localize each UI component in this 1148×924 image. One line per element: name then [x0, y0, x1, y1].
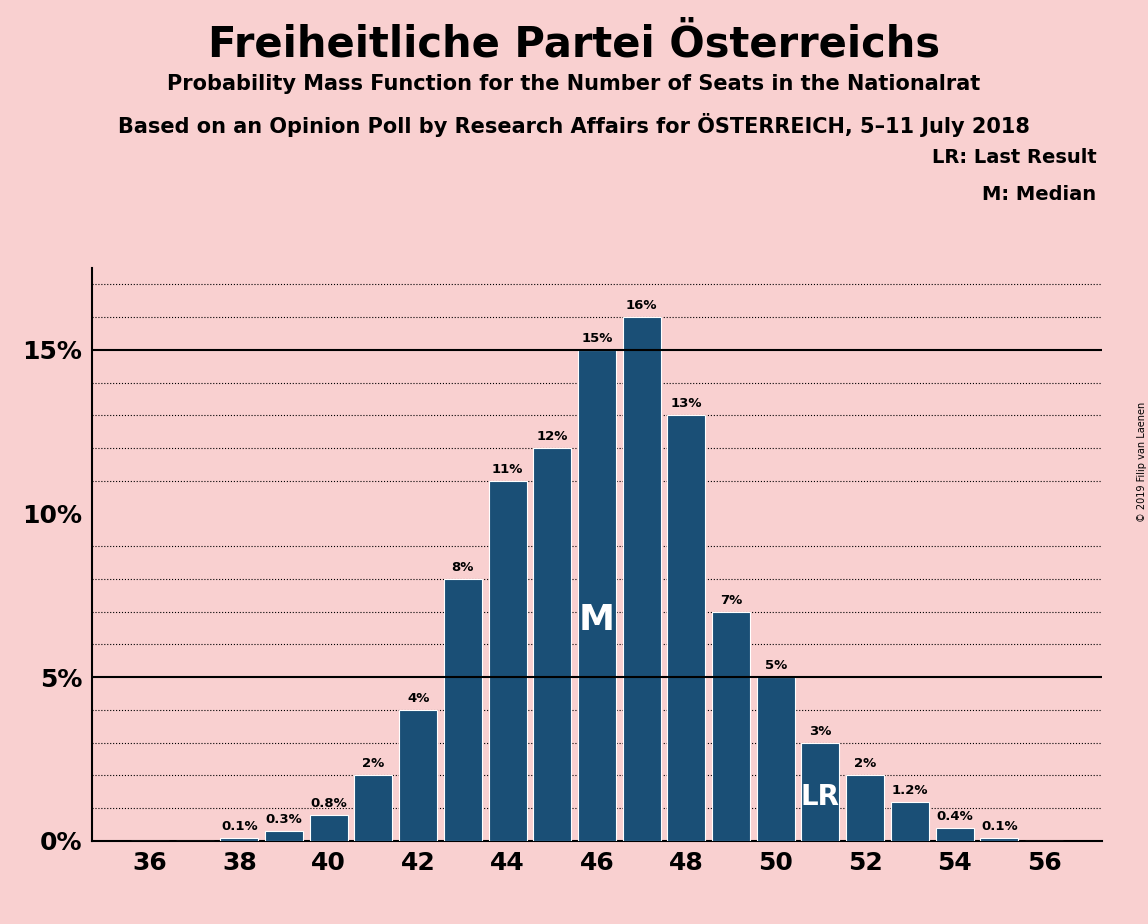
Text: 0.3%: 0.3%: [265, 813, 302, 826]
Text: 8%: 8%: [451, 561, 474, 574]
Text: 2%: 2%: [854, 758, 876, 771]
Text: 15%: 15%: [581, 332, 613, 345]
Bar: [444, 579, 482, 841]
Text: 13%: 13%: [670, 397, 703, 410]
Bar: [667, 415, 705, 841]
Bar: [400, 710, 437, 841]
Text: 0.8%: 0.8%: [310, 796, 347, 809]
Text: LR: LR: [801, 783, 840, 810]
Text: Freiheitliche Partei Österreichs: Freiheitliche Partei Österreichs: [208, 23, 940, 65]
Bar: [801, 743, 839, 841]
Text: 1.2%: 1.2%: [892, 784, 928, 796]
Bar: [622, 317, 660, 841]
Text: Probability Mass Function for the Number of Seats in the Nationalrat: Probability Mass Function for the Number…: [168, 74, 980, 94]
Bar: [712, 612, 750, 841]
Text: 3%: 3%: [809, 724, 831, 737]
Bar: [980, 837, 1018, 841]
Text: © 2019 Filip van Laenen: © 2019 Filip van Laenen: [1138, 402, 1147, 522]
Text: 12%: 12%: [536, 430, 568, 444]
Bar: [355, 775, 393, 841]
Bar: [489, 480, 527, 841]
Text: 0.1%: 0.1%: [222, 820, 257, 833]
Bar: [936, 828, 974, 841]
Text: 2%: 2%: [363, 758, 385, 771]
Text: 16%: 16%: [626, 299, 658, 312]
Text: 11%: 11%: [491, 463, 523, 476]
Bar: [534, 448, 572, 841]
Bar: [846, 775, 884, 841]
Bar: [220, 837, 258, 841]
Bar: [310, 815, 348, 841]
Bar: [265, 831, 303, 841]
Bar: [577, 350, 616, 841]
Text: LR: Last Result: LR: Last Result: [931, 148, 1096, 167]
Bar: [891, 801, 929, 841]
Text: 0.1%: 0.1%: [980, 820, 1017, 833]
Text: M: M: [579, 602, 615, 637]
Text: M: Median: M: Median: [983, 185, 1096, 204]
Text: Based on an Opinion Poll by Research Affairs for ÖSTERREICH, 5–11 July 2018: Based on an Opinion Poll by Research Aff…: [118, 113, 1030, 137]
Text: 0.4%: 0.4%: [936, 809, 974, 823]
Bar: [757, 677, 794, 841]
Text: 4%: 4%: [408, 692, 429, 705]
Text: 5%: 5%: [765, 659, 786, 673]
Text: 7%: 7%: [720, 594, 743, 607]
